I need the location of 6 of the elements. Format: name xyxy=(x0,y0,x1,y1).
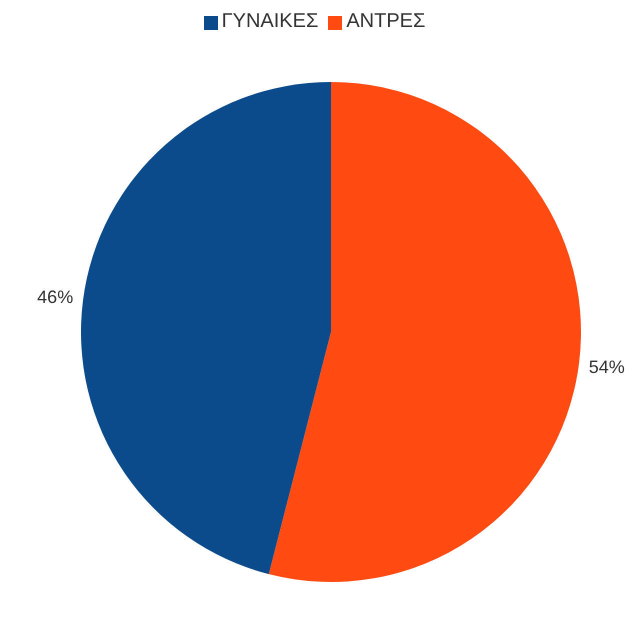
pie-slice xyxy=(268,82,581,582)
legend-label: ΓΥΝΑΙΚΕΣ xyxy=(222,10,318,32)
data-label: 46% xyxy=(37,287,74,308)
legend-label: ΑΝΤΡΕΣ xyxy=(346,10,426,32)
data-label: 54% xyxy=(588,356,625,377)
pie-slice xyxy=(81,82,331,574)
